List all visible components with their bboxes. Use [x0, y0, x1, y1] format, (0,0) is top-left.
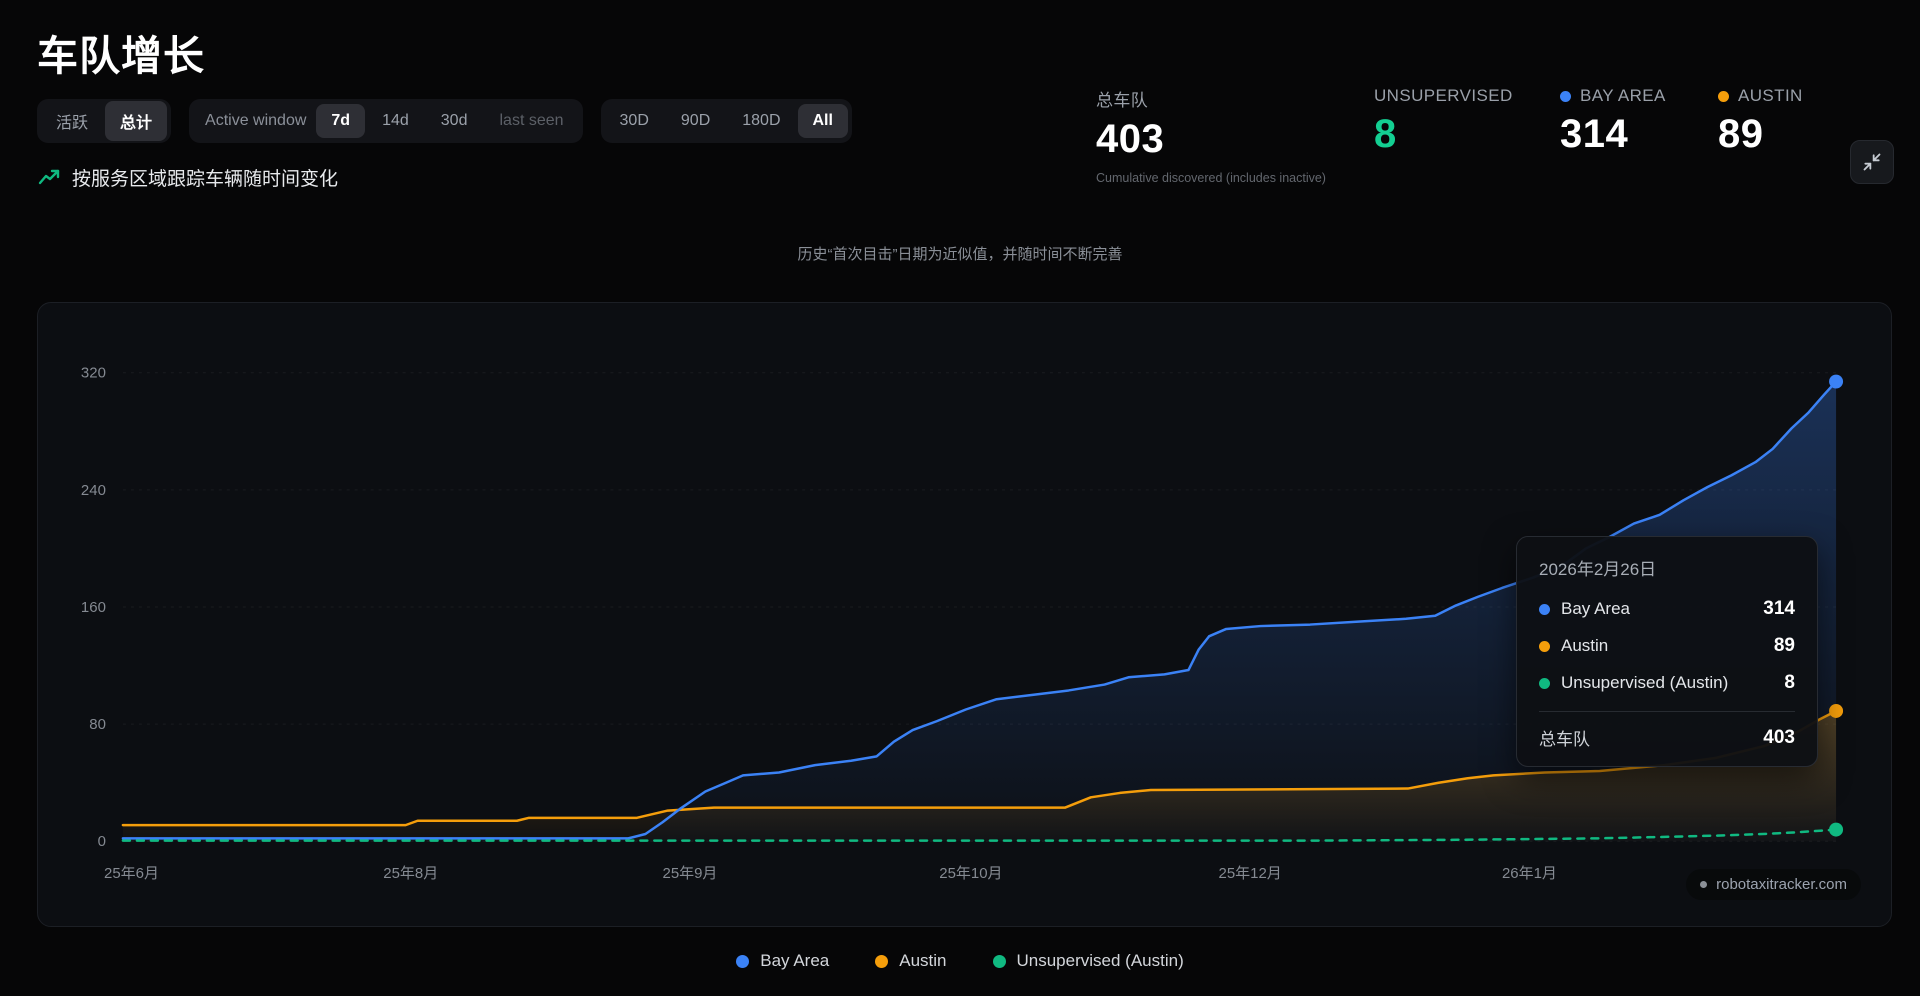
page-title: 车队增长	[37, 33, 205, 79]
legend-item-austin: Austin	[875, 951, 947, 971]
svg-text:320: 320	[81, 365, 106, 382]
tooltip-bay-area-value: 314	[1763, 598, 1795, 619]
tooltip-unsupervised-label: Unsupervised (Austin)	[1561, 673, 1729, 692]
stat-bay-area-label-text: BAY AREA	[1580, 86, 1666, 105]
tooltip-austin-value: 89	[1773, 635, 1795, 656]
tooltip-bay-area-label: Bay Area	[1561, 599, 1630, 618]
svg-text:25年12月: 25年12月	[1219, 865, 1282, 882]
window-30d-button[interactable]: 30d	[426, 104, 483, 138]
stat-bay-area-value: 314	[1560, 112, 1629, 156]
tooltip-total-row: 总车队 403	[1539, 725, 1795, 750]
active-window-label: Active window	[205, 112, 307, 129]
svg-text:25年8月: 25年8月	[383, 865, 438, 882]
tooltip-total-label: 总车队	[1539, 730, 1590, 749]
stat-austin-value: 89	[1718, 112, 1764, 156]
controls-row: 活跃 总计 Active window 7d 14d 30d last seen…	[37, 99, 852, 143]
austin-dot-icon	[1718, 90, 1729, 102]
tooltip-austin-label: Austin	[1561, 636, 1609, 655]
chart-tooltip: 2026年2月26日 Bay Area 314 Austin 89 Unsupe…	[1516, 536, 1818, 767]
austin-dot-icon	[1539, 640, 1550, 652]
mode-toggle-group: 活跃 总计	[37, 99, 172, 143]
watermark-text: robotaxitracker.com	[1716, 876, 1847, 893]
svg-text:160: 160	[81, 599, 106, 616]
bay-area-dot-icon	[1560, 90, 1571, 102]
svg-text:25年10月: 25年10月	[939, 865, 1002, 882]
mode-active-button[interactable]: 活跃	[41, 101, 103, 141]
tooltip-row-austin: Austin 89	[1539, 635, 1795, 657]
unsupervised-dot-icon	[992, 954, 1006, 968]
stat-unsupervised: UNSUPERVISED 8	[1374, 86, 1513, 157]
austin-dot-icon	[875, 954, 889, 968]
stat-total-fleet-label: 总车队	[1096, 91, 1149, 110]
tooltip-date: 2026年2月26日	[1539, 560, 1657, 579]
active-window-group: Active window 7d 14d 30d last seen	[189, 99, 583, 143]
page-subtitle: 按服务区域跟踪车辆随时间变化	[37, 164, 338, 191]
tooltip-row-unsupervised: Unsupervised (Austin) 8	[1539, 672, 1795, 694]
window-14d-button[interactable]: 14d	[367, 104, 424, 138]
stat-austin: AUSTIN 89	[1718, 86, 1803, 157]
legend-item-unsupervised: Unsupervised (Austin)	[992, 951, 1184, 971]
collapse-button[interactable]	[1850, 140, 1894, 184]
stat-unsupervised-value: 8	[1374, 112, 1397, 156]
data-accuracy-note: 历史“首次目击”日期为近似值，并随时间不断完善	[797, 246, 1123, 263]
stat-total-fleet: 总车队 403 Cumulative discovered (includes …	[1096, 86, 1326, 185]
window-last-seen-button[interactable]: last seen	[484, 104, 578, 138]
svg-text:0: 0	[98, 833, 106, 850]
chart-card: 0 80 160 240 320 25年6月 25年8月 25年9月 25年10月 25年12月 2…	[37, 302, 1892, 927]
stat-total-fleet-value: 403	[1096, 117, 1165, 161]
tooltip-total-value: 403	[1763, 726, 1795, 748]
legend-item-bay-area: Bay Area	[736, 951, 829, 971]
stat-bay-area-label: BAY AREA	[1560, 86, 1666, 106]
stat-unsupervised-label: UNSUPERVISED	[1374, 86, 1513, 105]
range-180d-button[interactable]: 180D	[727, 104, 795, 138]
tooltip-divider	[1539, 711, 1795, 712]
svg-text:240: 240	[81, 482, 106, 499]
mode-total-button[interactable]: 总计	[105, 101, 168, 141]
stat-austin-label: AUSTIN	[1718, 86, 1803, 106]
bay-area-dot-icon	[736, 954, 750, 968]
legend-unsupervised-label: Unsupervised (Austin)	[1016, 951, 1184, 970]
page-subtitle-text: 按服务区域跟踪车辆随时间变化	[72, 169, 339, 190]
range-group: 30D 90D 180D All	[600, 99, 852, 143]
svg-text:25年9月: 25年9月	[663, 865, 718, 882]
range-30d-button[interactable]: 30D	[605, 104, 664, 138]
range-90d-button[interactable]: 90D	[666, 104, 725, 138]
watermark-dot-icon	[1700, 881, 1708, 888]
watermark: robotaxitracker.com	[1686, 869, 1861, 900]
tooltip-row-bay-area: Bay Area 314	[1539, 598, 1795, 620]
stat-austin-label-text: AUSTIN	[1738, 86, 1803, 105]
legend-austin-label: Austin	[899, 951, 947, 970]
stat-bay-area: BAY AREA 314	[1560, 86, 1666, 157]
unsupervised-dot-icon	[1539, 677, 1550, 689]
trending-up-icon	[38, 169, 60, 184]
range-all-button[interactable]: All	[797, 104, 848, 138]
svg-text:26年1月: 26年1月	[1502, 865, 1557, 882]
bay-area-dot-icon	[1539, 603, 1550, 615]
svg-text:25年6月: 25年6月	[104, 865, 159, 882]
window-7d-button[interactable]: 7d	[316, 104, 366, 138]
chart-legend: Bay Area Austin Unsupervised (Austin)	[0, 951, 1920, 971]
stat-total-fleet-caption: Cumulative discovered (includes inactive…	[1096, 171, 1326, 185]
svg-text:80: 80	[89, 716, 106, 733]
collapse-icon	[1863, 153, 1881, 171]
legend-bay-area-label: Bay Area	[760, 951, 830, 970]
tooltip-unsupervised-value: 8	[1784, 672, 1795, 693]
